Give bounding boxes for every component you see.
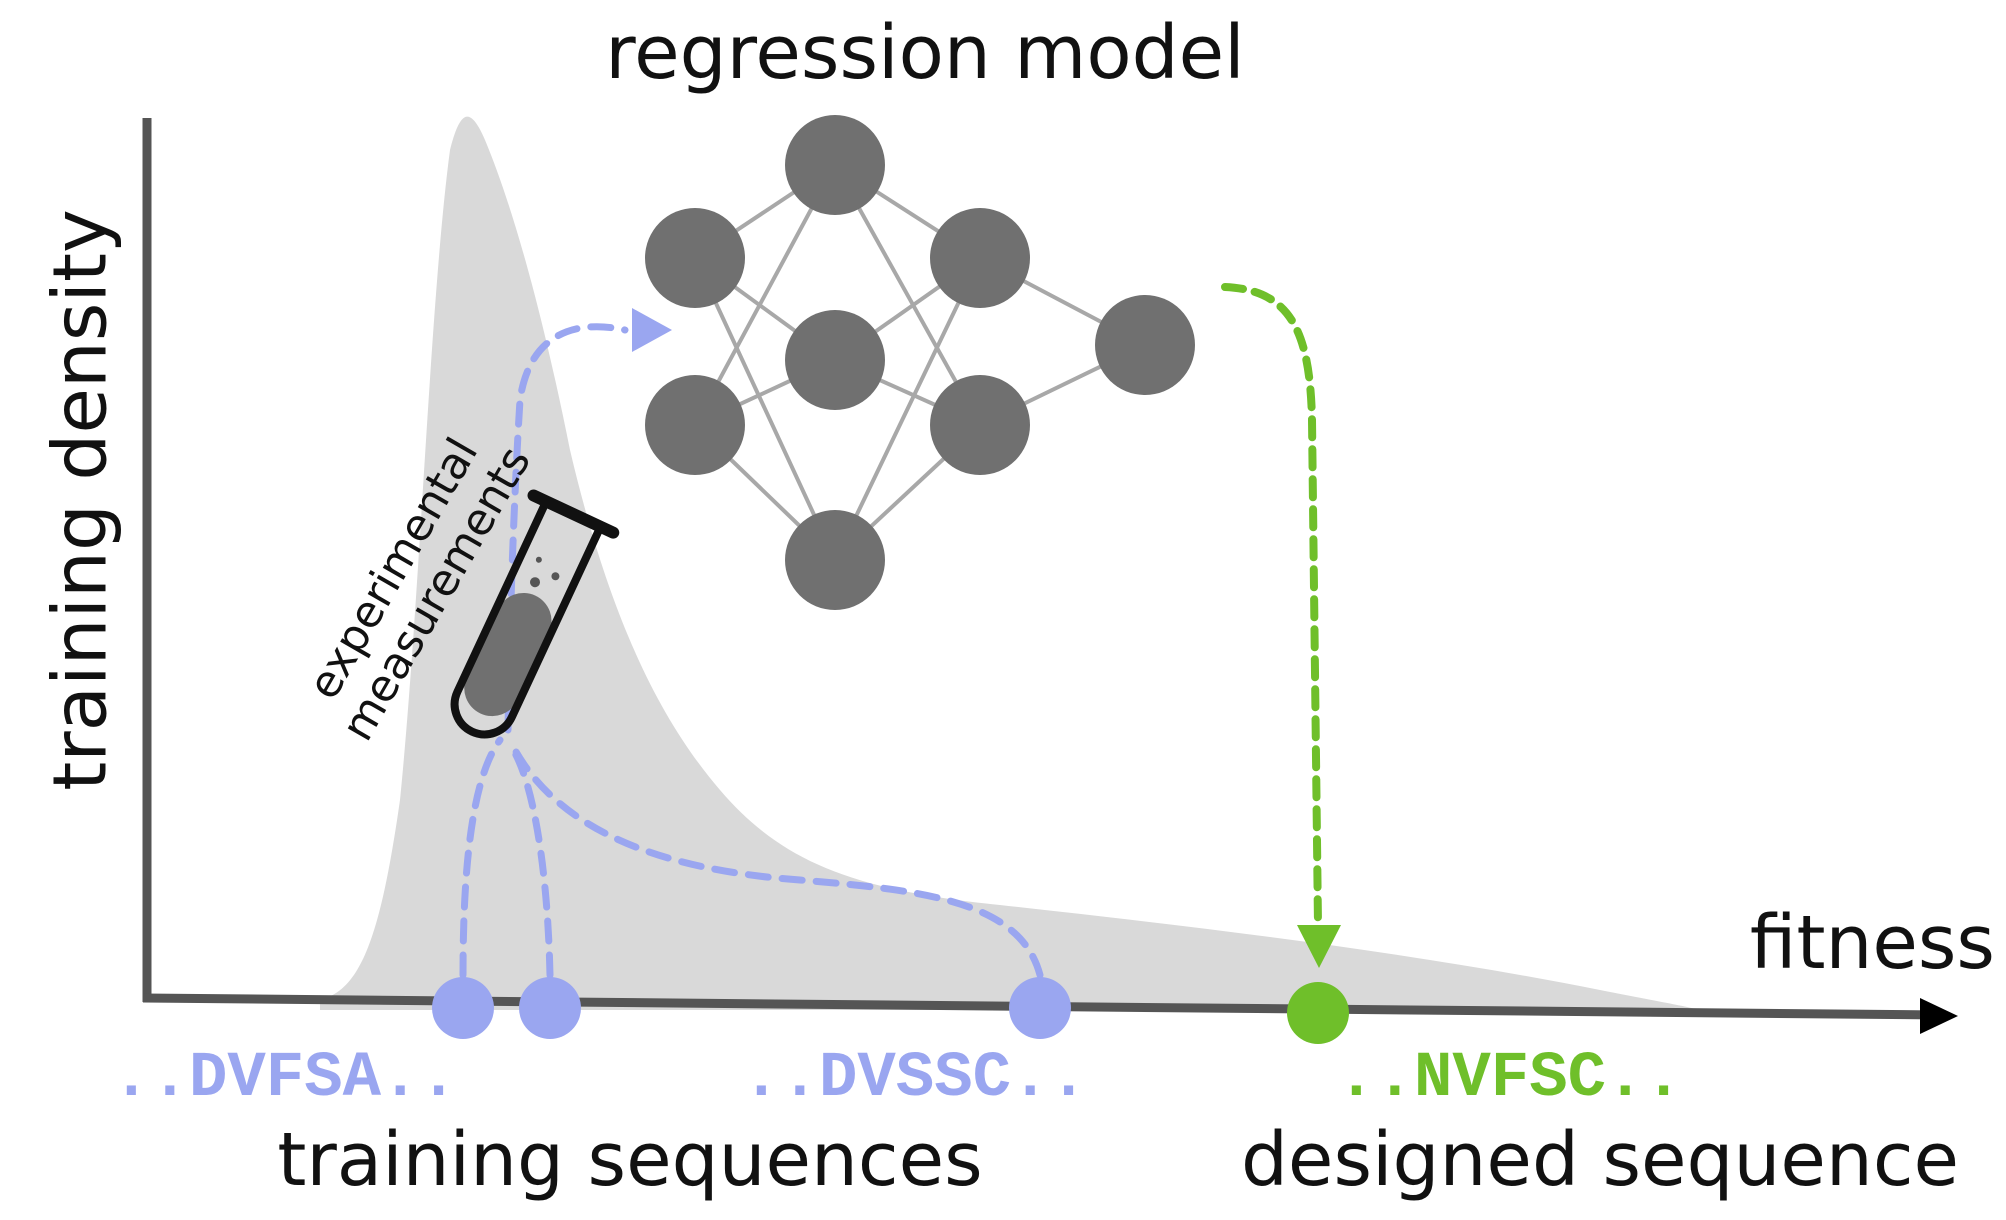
- path-from-dvfsa: [459, 736, 504, 979]
- training-sequence-dvssc: ..DVSSC..: [742, 1043, 1088, 1115]
- network-node: [930, 375, 1030, 475]
- training-point-dvssc: [1009, 977, 1071, 1039]
- test-tube-rim: [527, 489, 620, 539]
- designed-sequence-nvfsc: ..NVFSC..: [1337, 1043, 1683, 1115]
- y-axis-label: training density: [38, 209, 124, 791]
- designed-point-nvfsc: [1287, 982, 1349, 1044]
- network-node: [930, 208, 1030, 308]
- training-point-dvfsa-2: [519, 977, 581, 1039]
- path-arrowhead-to-network: [632, 308, 672, 352]
- test-tube-bubble: [535, 556, 542, 563]
- training-density-curve: [320, 116, 1700, 1011]
- test-tube-body: [450, 499, 605, 739]
- training-sequence-dvfsa: ..DVFSA..: [112, 1043, 458, 1115]
- network-node: [645, 208, 745, 308]
- network-node: [785, 115, 885, 215]
- design-path-arrowhead: [1297, 925, 1341, 968]
- x-axis-label: fitness: [1750, 900, 1995, 986]
- neural-network-icon: [645, 115, 1195, 610]
- network-edges: [693, 163, 1146, 562]
- path-from-dvssc: [511, 746, 1044, 979]
- training-sequences-caption: training sequences: [277, 1117, 982, 1203]
- network-node: [1095, 295, 1195, 395]
- network-node: [645, 375, 745, 475]
- test-tube-bubble: [551, 572, 560, 581]
- network-node: [785, 510, 885, 610]
- test-tube-liquid: [464, 592, 552, 717]
- training-point-dvfsa-1: [432, 977, 494, 1039]
- test-tube-icon: [450, 489, 620, 739]
- designed-sequence-caption: designed sequence: [1241, 1117, 1959, 1203]
- diagram-title: regression model: [605, 10, 1244, 96]
- design-path: [1221, 283, 1322, 929]
- network-node: [785, 310, 885, 410]
- test-tube-bubble: [529, 577, 540, 588]
- x-axis-arrowhead: [1920, 998, 1958, 1034]
